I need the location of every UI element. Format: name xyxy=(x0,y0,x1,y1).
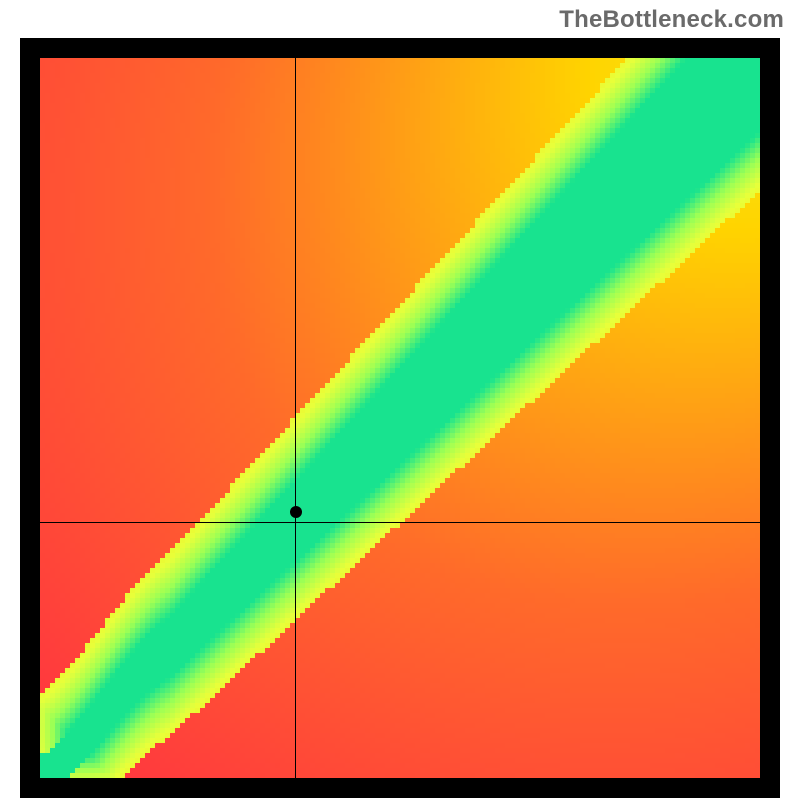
data-point-marker xyxy=(290,506,302,518)
figure-container: TheBottleneck.com xyxy=(0,0,800,800)
attribution-text: TheBottleneck.com xyxy=(559,6,784,34)
bottleneck-heatmap xyxy=(40,58,760,778)
crosshair-vertical xyxy=(295,58,296,778)
crosshair-horizontal xyxy=(40,522,760,523)
